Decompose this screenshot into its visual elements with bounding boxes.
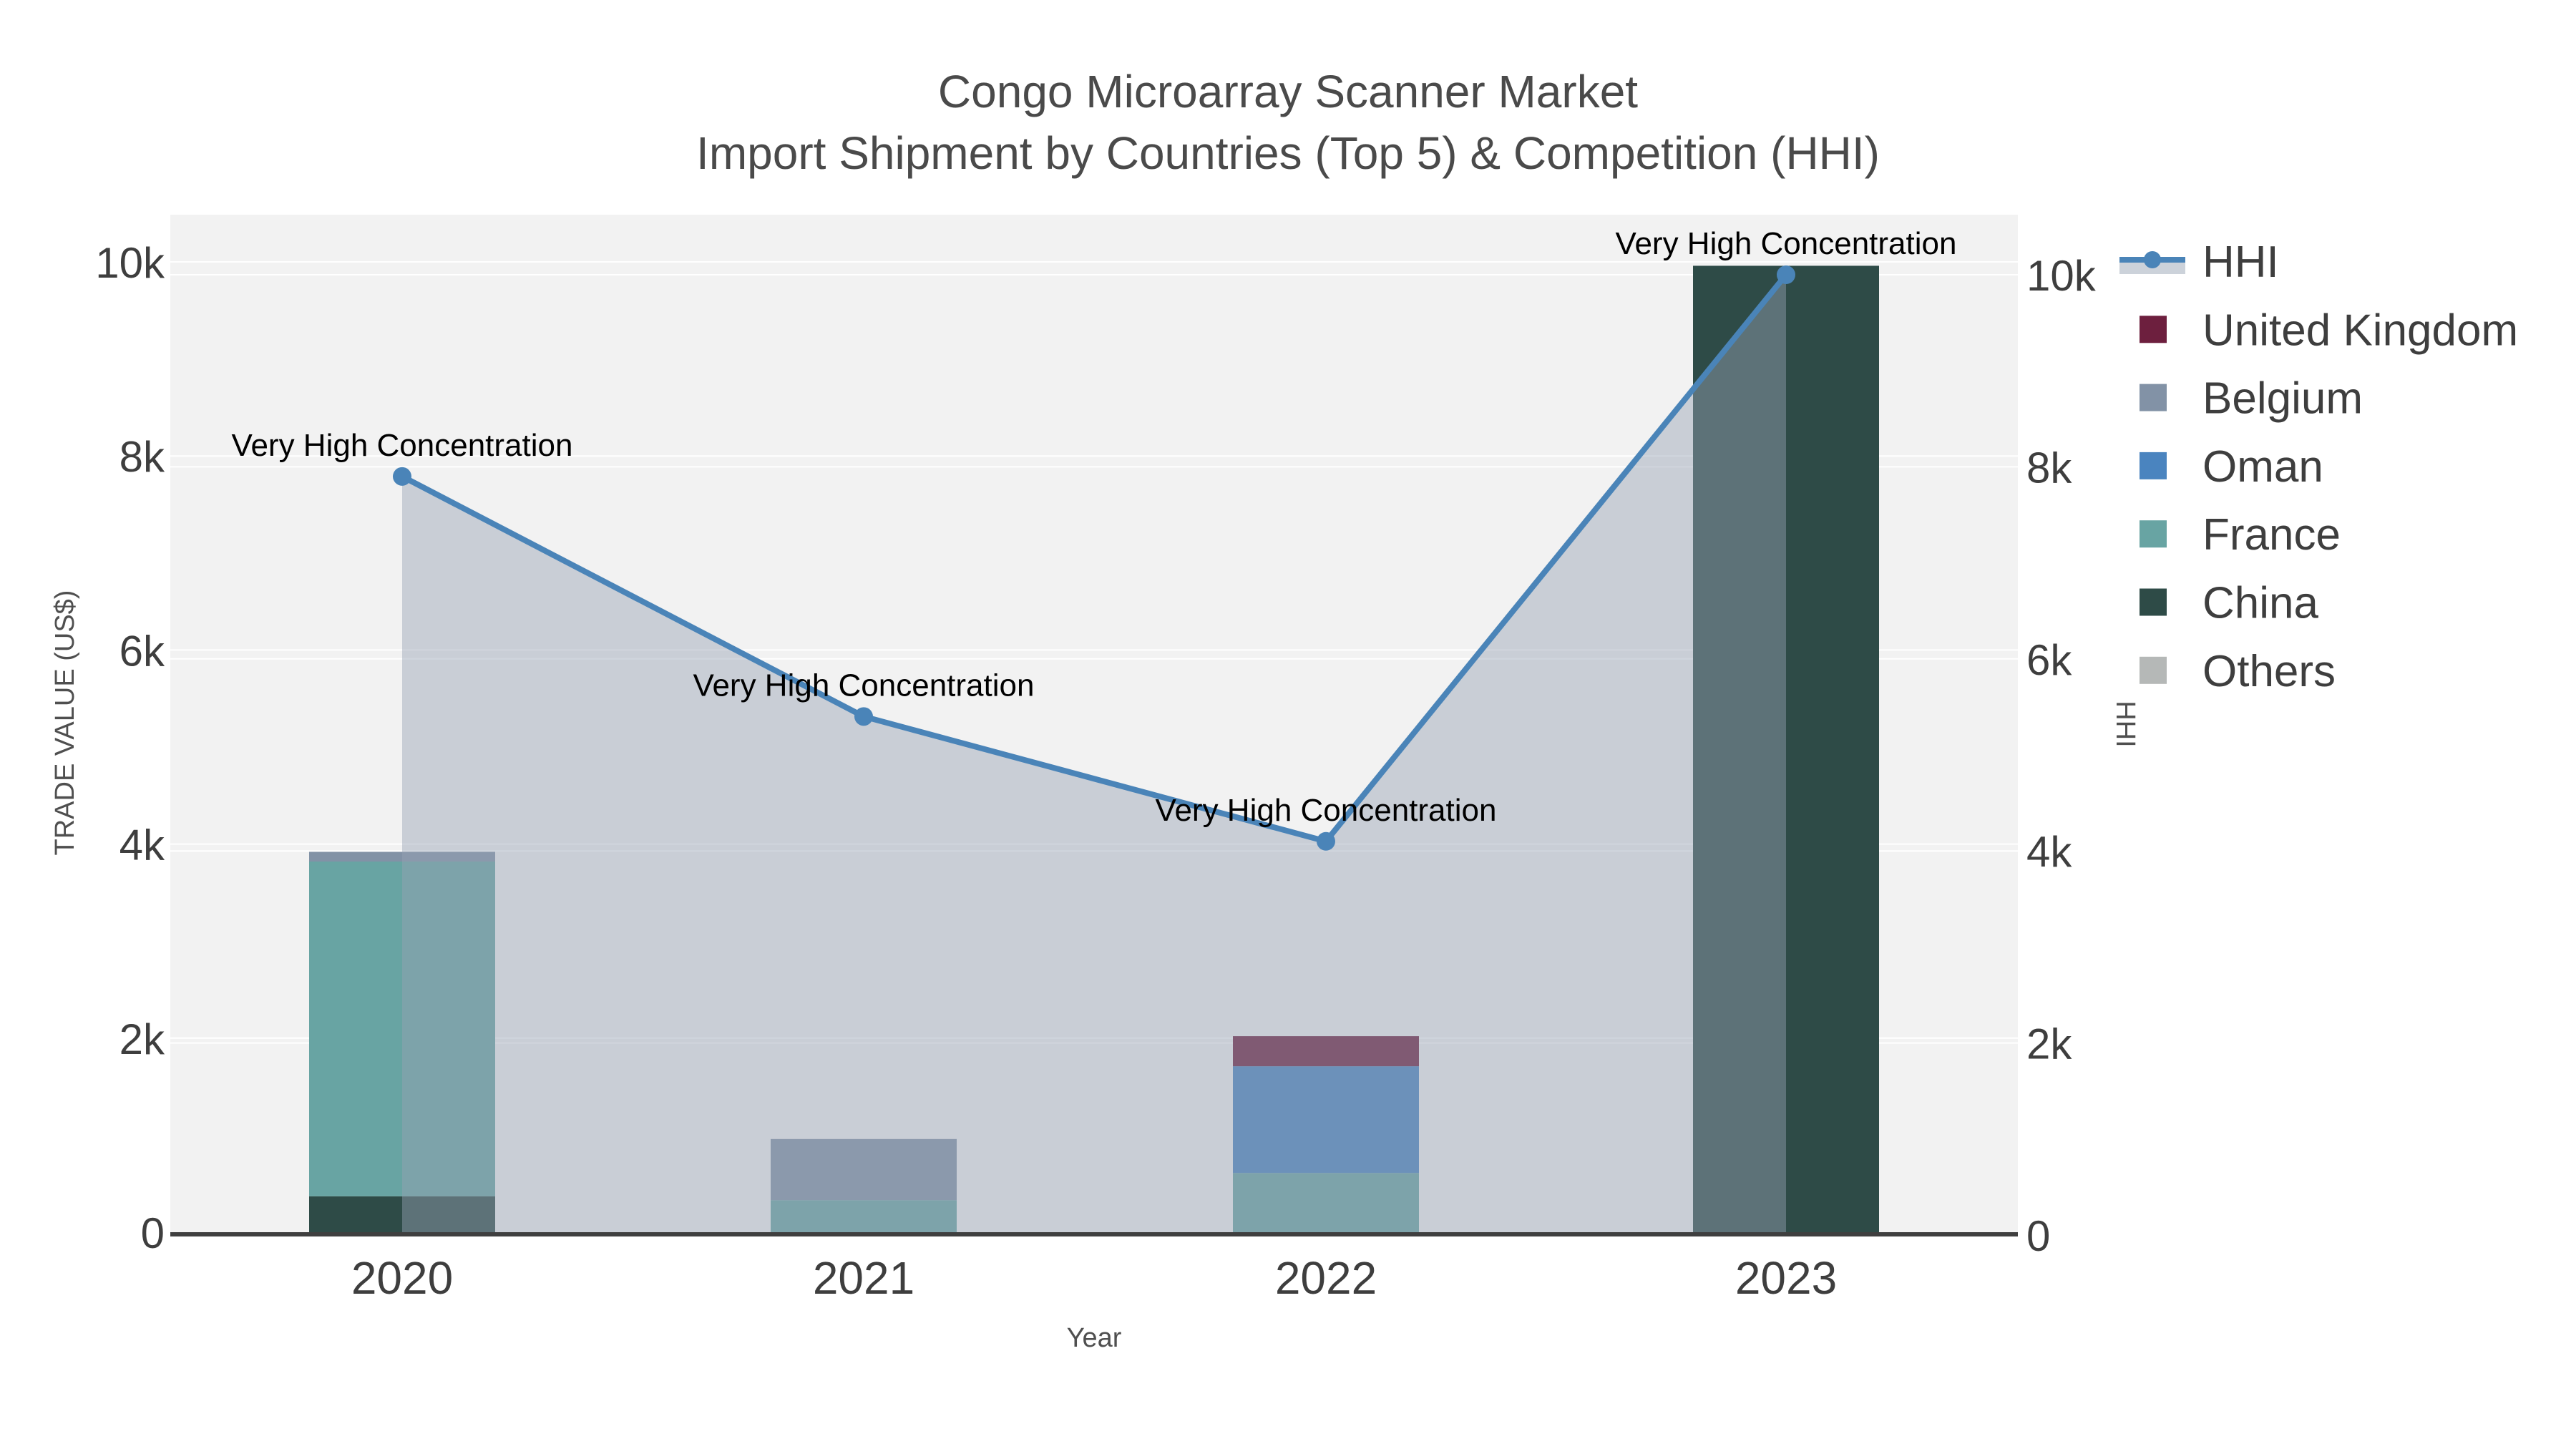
bar-united-kingdom-2022[interactable]: [1233, 1036, 1419, 1067]
legend-item-hhi[interactable]: HHI: [2119, 238, 2279, 287]
bar-belgium-2021[interactable]: [771, 1138, 957, 1201]
legend-label: Belgium: [2202, 374, 2363, 424]
legend-item-belgium[interactable]: Belgium: [2140, 374, 2363, 424]
annotation-2022: Very High Concentration: [1156, 793, 1497, 828]
legend-item-united-kingdom[interactable]: United Kingdom: [2140, 306, 2518, 355]
y-tick-right-10k: 10k: [2026, 252, 2097, 300]
legend-label: China: [2202, 579, 2319, 628]
annotation-2023: Very High Concentration: [1616, 226, 1957, 261]
chart-title-line1: Congo Microarray Scanner Market: [938, 66, 1638, 117]
annotations-group: Very High Concentration Very High Concent…: [232, 226, 1957, 828]
y-tick-right-4k: 4k: [2026, 828, 2072, 876]
x-tick-2021: 2021: [813, 1252, 914, 1304]
legend-label: Others: [2202, 647, 2336, 696]
legend-swatch-belgium: [2140, 384, 2167, 411]
chart-title-line2: Import Shipment by Countries (Top 5) & C…: [696, 127, 1880, 179]
bar-france-2021[interactable]: [771, 1200, 957, 1232]
legend-item-others[interactable]: Others: [2140, 647, 2336, 696]
legend-label: HHI: [2202, 238, 2279, 287]
legend-swatch-france: [2140, 520, 2167, 548]
y-tick-left-2k: 2k: [119, 1015, 165, 1063]
legend-swatch-china: [2140, 588, 2167, 616]
bar-china-2020[interactable]: [309, 1196, 495, 1232]
hhi-legend-marker-icon: [2144, 251, 2161, 268]
hhi-area-fill: [402, 275, 1786, 1232]
legend-swatch-united-kingdom: [2140, 316, 2167, 343]
y-tick-right-2k: 2k: [2026, 1020, 2072, 1068]
tick-labels-group: 0 0 2k 2k 4k 4k 6k 6k 8k 8k 10k 10k 2020 2021 2022 2023: [95, 239, 2096, 1304]
y-tick-right-0: 0: [2026, 1212, 2050, 1260]
legend-item-china[interactable]: China: [2140, 579, 2319, 628]
x-tick-2022: 2022: [1275, 1252, 1377, 1304]
y-tick-right-8k: 8k: [2026, 444, 2072, 492]
y-tick-right-6k: 6k: [2026, 636, 2072, 684]
y-tick-left-0: 0: [141, 1209, 165, 1257]
legend-group: HHI United Kingdom Belgium Oman France China O…: [2119, 238, 2518, 696]
legend-label: Oman: [2202, 442, 2323, 492]
hhi-marker-2023[interactable]: [1777, 265, 1795, 284]
hhi-marker-2021[interactable]: [854, 707, 873, 726]
legend-label: France: [2202, 510, 2341, 560]
y-tick-left-4k: 4k: [119, 821, 165, 869]
hhi-marker-2022[interactable]: [1317, 831, 1335, 851]
y-axis-title-left: TRADE VALUE (US$): [50, 590, 80, 856]
legend-swatch-others: [2140, 656, 2167, 684]
bar-china-2023[interactable]: [1693, 265, 1879, 1232]
legend-item-france[interactable]: France: [2140, 510, 2341, 560]
bar-belgium-2020[interactable]: [309, 852, 495, 862]
legend-item-oman[interactable]: Oman: [2140, 442, 2323, 492]
x-axis-title: Year: [1067, 1323, 1122, 1353]
y-axis-title-right: HHI: [2110, 701, 2140, 747]
hhi-series-group: [393, 265, 1795, 1232]
annotation-2020: Very High Concentration: [232, 428, 573, 463]
bar-france-2022[interactable]: [1233, 1173, 1419, 1232]
y-tick-left-6k: 6k: [119, 627, 165, 675]
hhi-line: [401, 273, 1789, 844]
legend-label: United Kingdom: [2202, 306, 2518, 355]
y-tick-left-10k: 10k: [95, 239, 165, 287]
x-tick-2023: 2023: [1735, 1252, 1837, 1304]
legend-swatch-oman: [2140, 452, 2167, 479]
bar-france-2020[interactable]: [309, 862, 495, 1196]
x-tick-2020: 2020: [351, 1252, 453, 1304]
annotation-2021: Very High Concentration: [693, 668, 1035, 703]
y-tick-left-8k: 8k: [119, 433, 165, 481]
bar-oman-2022[interactable]: [1233, 1066, 1419, 1174]
hhi-marker-2020[interactable]: [393, 467, 411, 486]
bars-group: [309, 265, 1879, 1232]
